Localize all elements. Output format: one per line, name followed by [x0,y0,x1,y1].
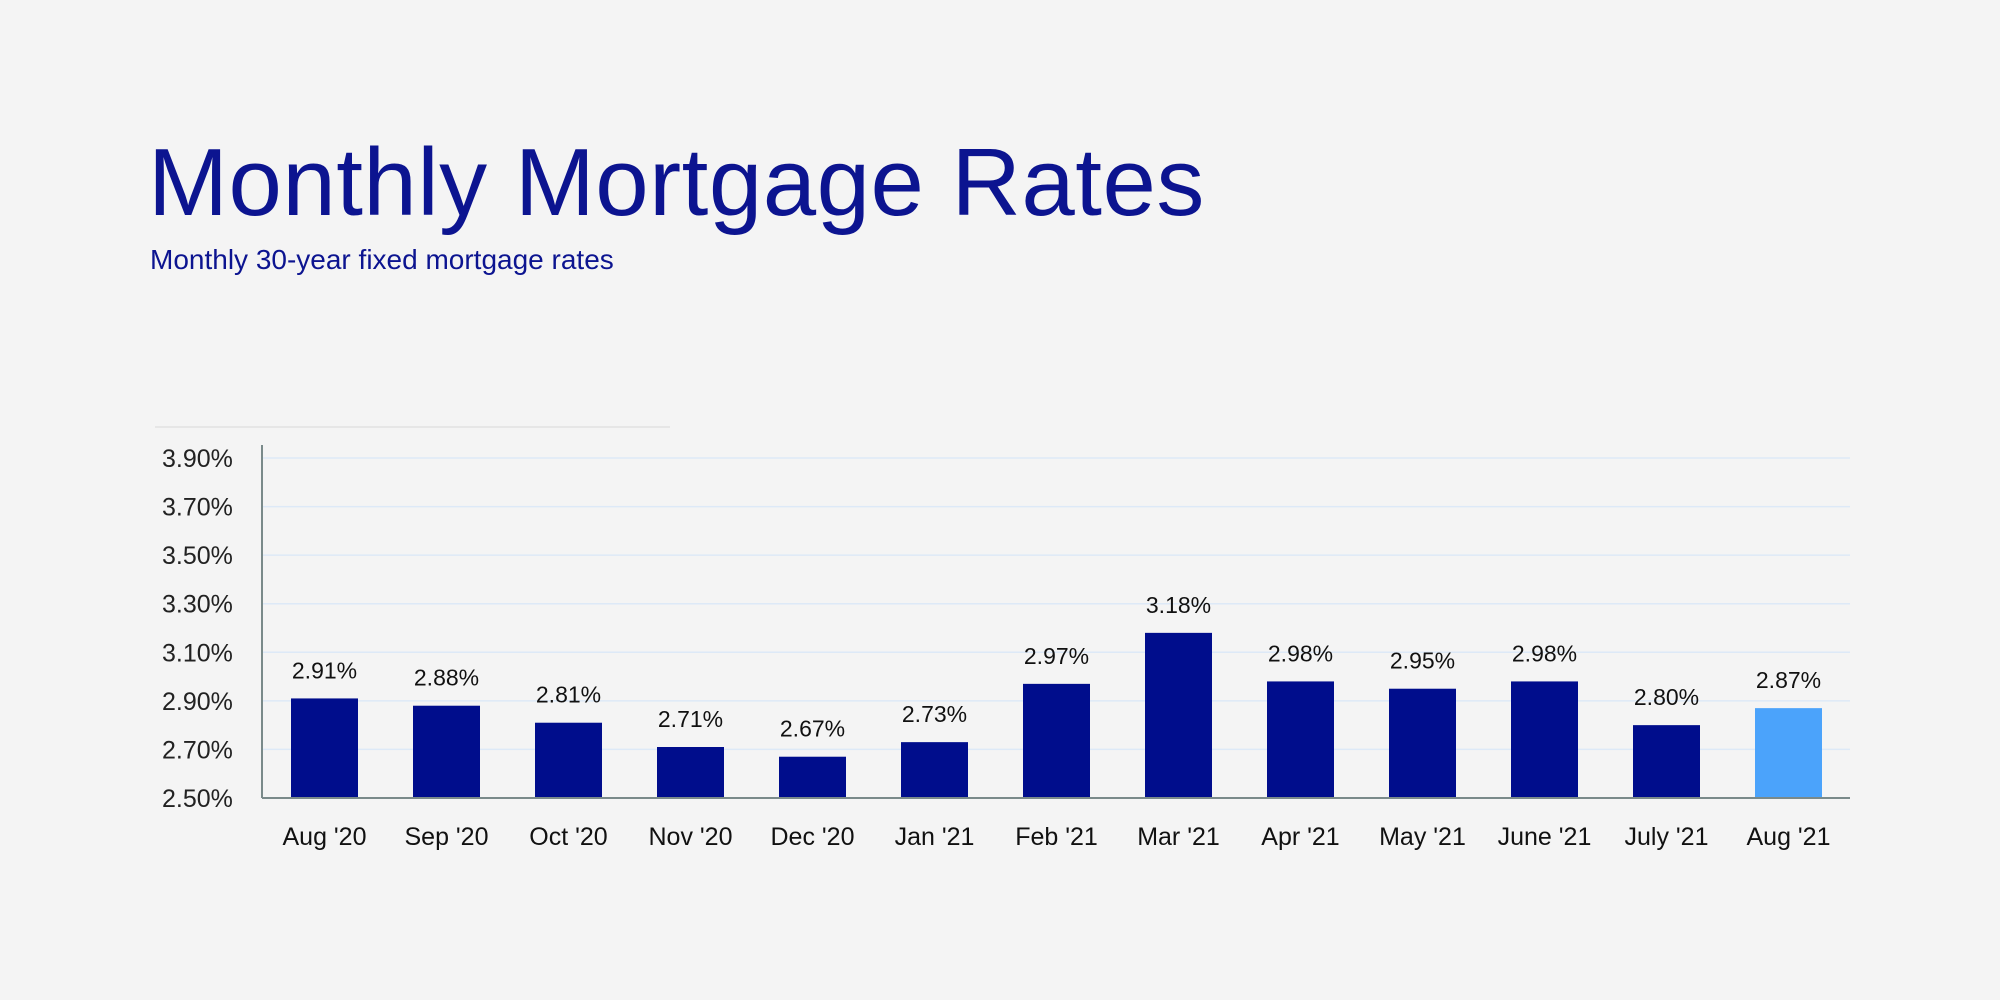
bar [291,698,358,798]
data-label: 2.67% [780,716,845,742]
bar [413,705,480,798]
data-label: 2.87% [1756,667,1821,693]
data-label: 3.18% [1146,592,1211,618]
bar [1633,725,1700,798]
x-tick-label: Sep '20 [404,823,488,851]
x-tick-label: June '21 [1498,823,1592,851]
data-label: 2.97% [1024,643,1089,669]
data-label: 2.71% [658,706,723,732]
bar [657,747,724,798]
y-tick-label: 3.30% [162,591,233,619]
y-tick-label: 2.70% [162,736,233,764]
bar [901,742,968,798]
x-tick-label: May '21 [1379,823,1466,851]
data-label: 2.98% [1512,640,1577,666]
data-label: 2.88% [414,665,479,691]
x-tick-label: Aug '21 [1746,823,1830,851]
bar [1267,681,1334,798]
bar [1389,688,1456,798]
data-label: 2.98% [1268,640,1333,666]
data-label: 2.91% [292,657,357,683]
data-label: 2.80% [1634,684,1699,710]
bar [1145,632,1212,798]
y-tick-label: 3.70% [162,494,233,522]
bar [1023,683,1090,798]
x-tick-label: Apr '21 [1261,823,1339,851]
x-tick-label: Feb '21 [1015,823,1098,851]
y-tick-label: 2.90% [162,688,233,716]
bar [779,756,846,798]
data-label: 2.81% [536,682,601,708]
x-tick-label: Mar '21 [1137,823,1220,851]
x-tick-label: Nov '20 [649,823,733,851]
x-tick-label: Jan '21 [895,823,975,851]
data-label: 2.95% [1390,648,1455,674]
x-tick-label: Aug '20 [282,823,366,851]
y-tick-label: 2.50% [162,785,233,813]
y-tick-label: 3.10% [162,639,233,667]
y-tick-label: 3.90% [162,445,233,473]
x-tick-label: July '21 [1625,823,1709,851]
chart-subtitle: Monthly 30-year fixed mortgage rates [150,244,614,275]
y-tick-label: 3.50% [162,542,233,570]
data-label: 2.73% [902,701,967,727]
bar [535,722,602,798]
chart-title: Monthly Mortgage Rates [148,129,1205,236]
x-tick-label: Oct '20 [529,823,607,851]
bar [1511,681,1578,798]
bar [1755,708,1822,798]
x-tick-label: Dec '20 [771,823,855,851]
